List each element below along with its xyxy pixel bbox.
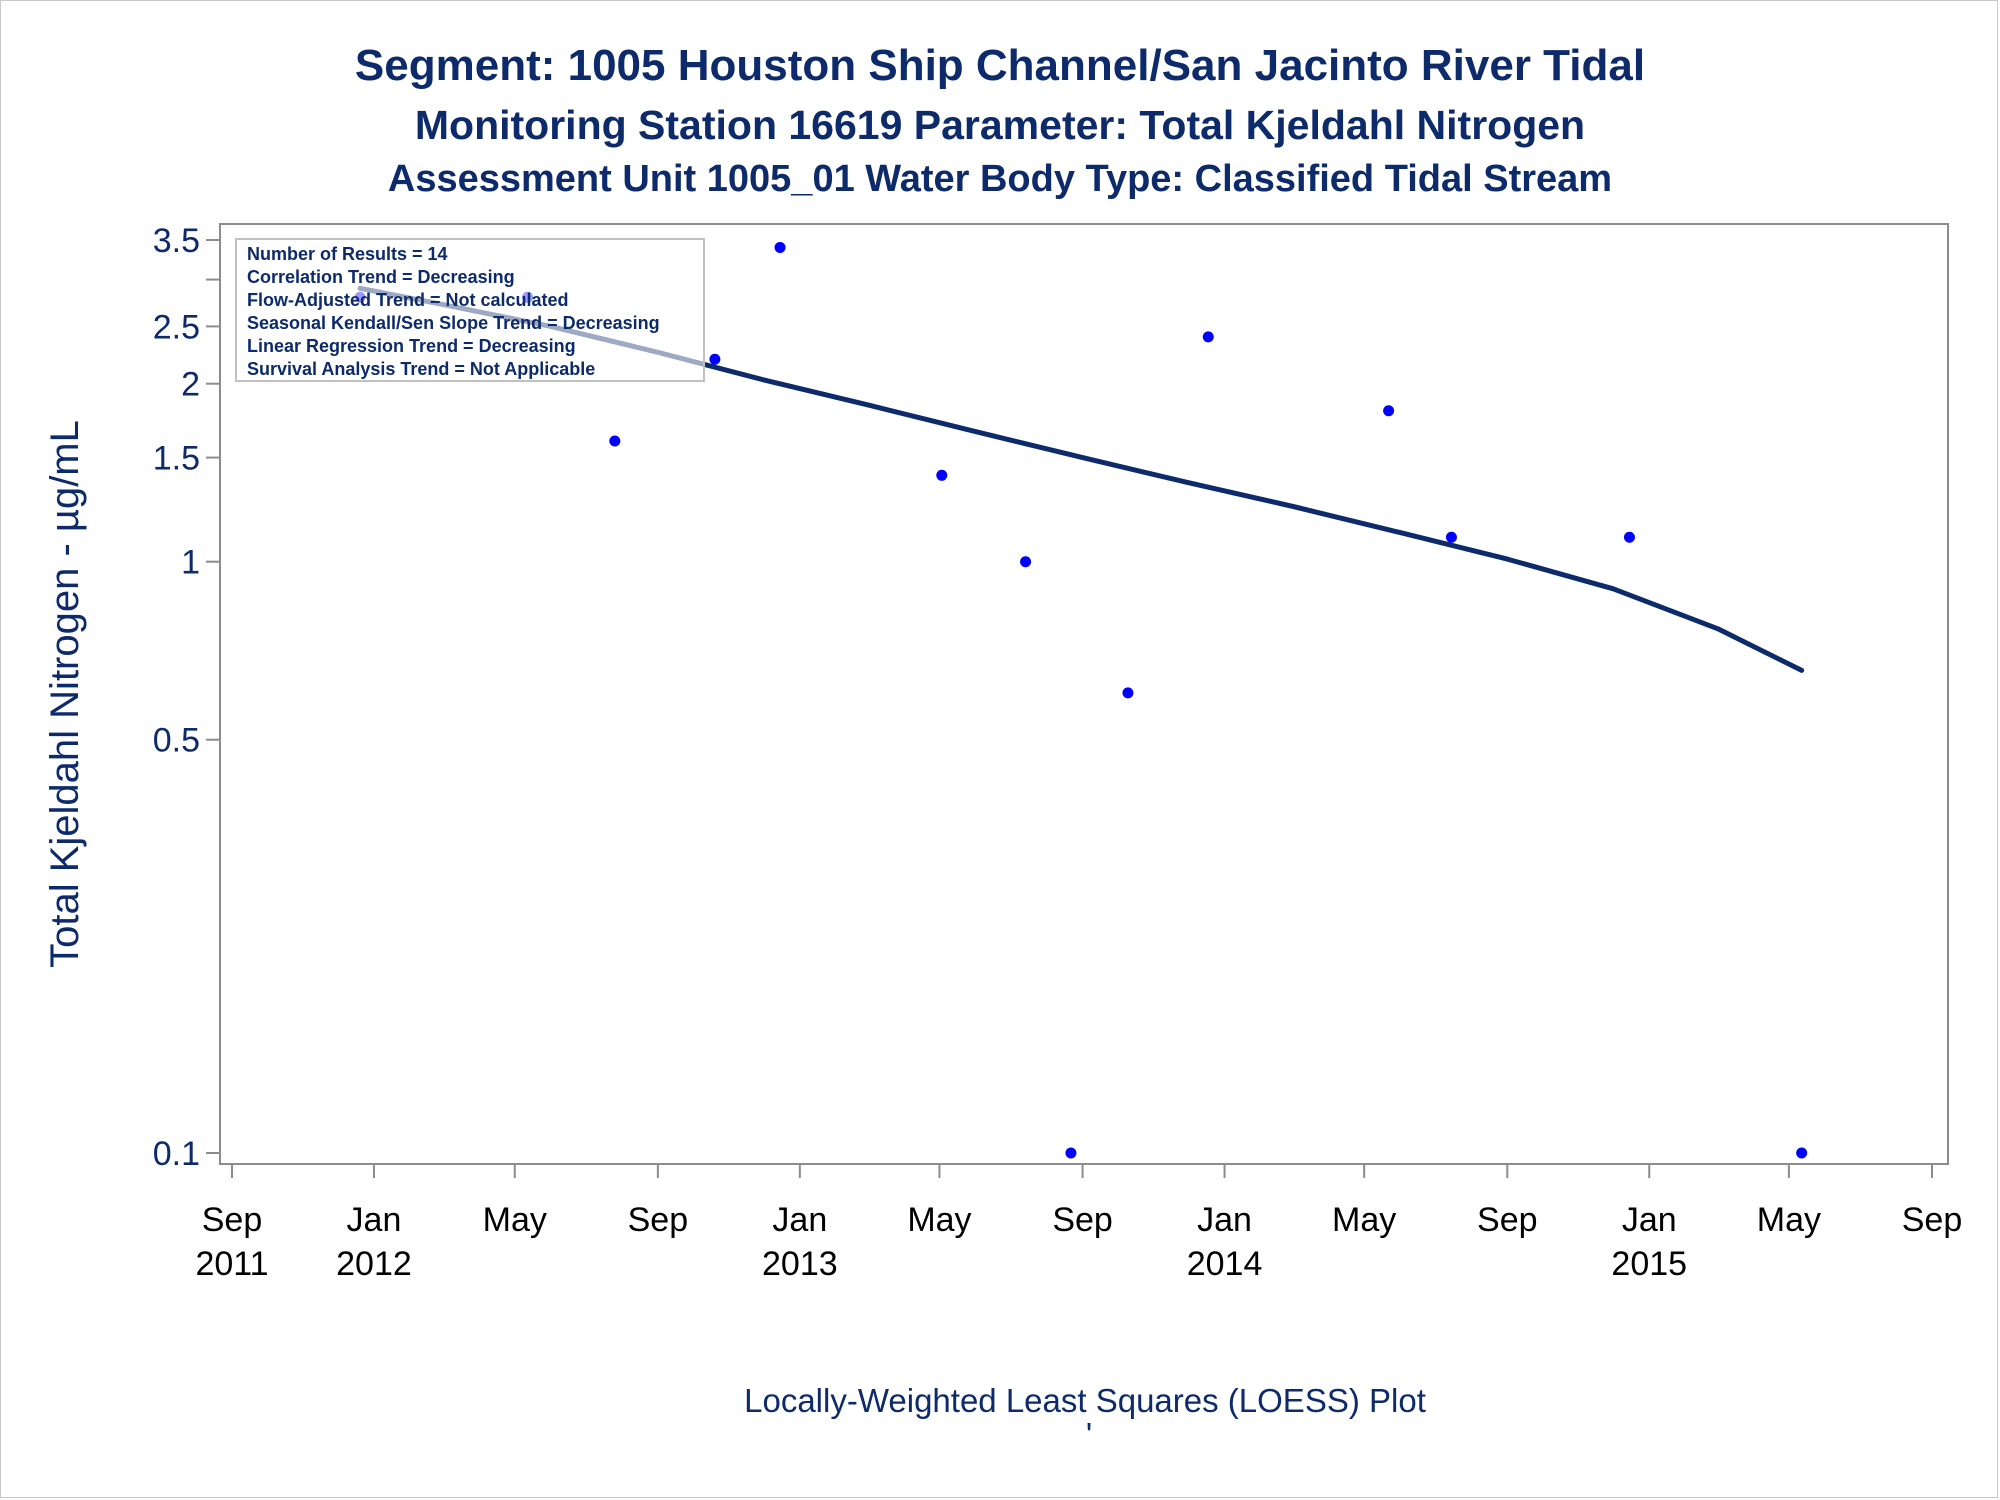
- data-point: [609, 435, 621, 447]
- trend-legend-line: Correlation Trend = Decreasing: [247, 267, 515, 287]
- data-point: [1796, 1147, 1808, 1159]
- y-tick-label: 1: [181, 544, 200, 582]
- x-tick-month-label: May: [1332, 1201, 1396, 1239]
- y-tick-label: 0.5: [153, 722, 200, 760]
- y-tick-label: 1.5: [153, 440, 200, 478]
- trend-legend-line: Seasonal Kendall/Sen Slope Trend = Decre…: [247, 313, 660, 333]
- y-axis-label: Total Kjeldahl Nitrogen - µg/mL: [43, 420, 87, 968]
- x-tick-month-label: Jan: [772, 1201, 827, 1239]
- plot-area: [219, 223, 1949, 1165]
- data-point: [936, 469, 948, 481]
- data-point: [1020, 556, 1032, 568]
- y-axis: 0.1 0.5 1 1.5 2 2.5 3.5: [153, 222, 220, 1173]
- chart-subtitle-station: Monitoring Station 16619 Parameter: Tota…: [415, 102, 1585, 148]
- data-point: [774, 241, 786, 253]
- x-tick-month-label: May: [483, 1201, 547, 1239]
- data-point: [1623, 531, 1635, 543]
- chart-footnote: Locally-Weighted Least Squares (LOESS) P…: [744, 1382, 1426, 1419]
- y-tick-label: 0.1: [153, 1135, 200, 1173]
- x-tick-month-label: Jan: [1197, 1201, 1252, 1239]
- x-tick-month-label: Jan: [347, 1201, 402, 1239]
- x-tick-year-label: 2015: [1611, 1245, 1687, 1283]
- data-point: [1445, 531, 1457, 543]
- x-tick-month-label: Sep: [202, 1201, 263, 1239]
- y-tick-label: 2.5: [153, 308, 200, 346]
- trend-legend-line: Survival Analysis Trend = Not Applicable: [247, 359, 595, 379]
- data-point: [1383, 405, 1395, 417]
- x-axis: Sep 2011 Jan 2012 May Sep Jan 2013 May Sep Jan 2014…: [195, 1164, 1962, 1283]
- y-tick-label: 3.5: [153, 222, 200, 260]
- x-tick-month-label: Sep: [1477, 1201, 1538, 1239]
- x-tick-month-label: Jan: [1622, 1201, 1677, 1239]
- trend-legend-line: Number of Results = 14: [247, 244, 448, 264]
- trend-legend-line: Flow-Adjusted Trend = Not calculated: [247, 290, 569, 310]
- x-tick-month-label: Sep: [1902, 1201, 1963, 1239]
- data-point: [1202, 331, 1214, 343]
- x-tick-year-label: 2012: [336, 1245, 412, 1283]
- x-tick-month-label: May: [907, 1201, 971, 1239]
- trend-legend-box: Number of Results = 14 Correlation Trend…: [235, 238, 705, 382]
- trend-legend-border: [235, 238, 705, 382]
- chart-title: Segment: 1005 Houston Ship Channel/San J…: [355, 41, 1645, 90]
- trend-legend-line: Linear Regression Trend = Decreasing: [247, 336, 576, 356]
- x-tick-month-label: May: [1757, 1201, 1821, 1239]
- chart-subtitle-assessment: Assessment Unit 1005_01 Water Body Type:…: [388, 158, 1612, 200]
- chart-footnote-mark: ': [1086, 1416, 1092, 1453]
- data-point: [709, 353, 721, 365]
- y-tick-label: 2: [181, 366, 200, 404]
- x-tick-month-label: Sep: [628, 1201, 689, 1239]
- x-tick-month-label: Sep: [1052, 1201, 1113, 1239]
- data-point: [1065, 1147, 1077, 1159]
- x-tick-year-label: 2014: [1187, 1245, 1263, 1283]
- x-tick-year-label: 2011: [195, 1245, 268, 1283]
- data-point: [1122, 687, 1134, 699]
- x-tick-year-label: 2013: [762, 1245, 838, 1283]
